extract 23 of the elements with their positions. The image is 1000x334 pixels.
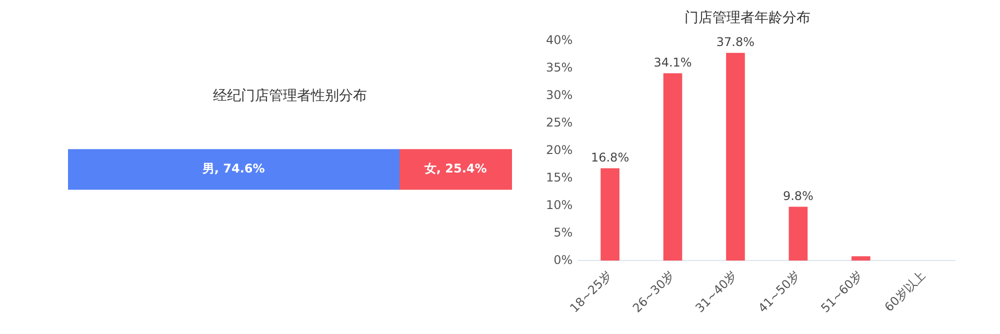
data-label: 16.8%: [590, 150, 630, 164]
chart-title: 经纪门店管理者性别分布: [213, 88, 367, 104]
data-label: 9.8%: [782, 188, 814, 203]
data-label: 男, 74.6%: [201, 162, 265, 176]
y-tick-label: 10%: [546, 198, 573, 212]
y-tick-label: 5%: [554, 225, 573, 240]
y-tick-label: 35%: [546, 60, 573, 74]
y-tick-label: 0%: [554, 252, 573, 267]
y-tick-label: 25%: [546, 115, 573, 130]
data-label: 37.8%: [716, 35, 755, 50]
y-tick-label: 20%: [546, 142, 573, 157]
x-tick-label: 60岁以上: [882, 268, 928, 314]
bar: [726, 52, 745, 261]
bar: [788, 206, 808, 261]
data-label: 34.1%: [654, 55, 692, 70]
y-tick-label: 40%: [546, 32, 573, 47]
bar: [852, 256, 870, 261]
data-label: 女, 25.4%: [423, 162, 487, 176]
chart-title: 门店管理者年龄分布: [684, 10, 810, 26]
y-tick-label: 30%: [546, 88, 573, 102]
bar: [600, 168, 620, 261]
y-tick-label: 15%: [546, 170, 573, 184]
bar: [663, 73, 682, 261]
